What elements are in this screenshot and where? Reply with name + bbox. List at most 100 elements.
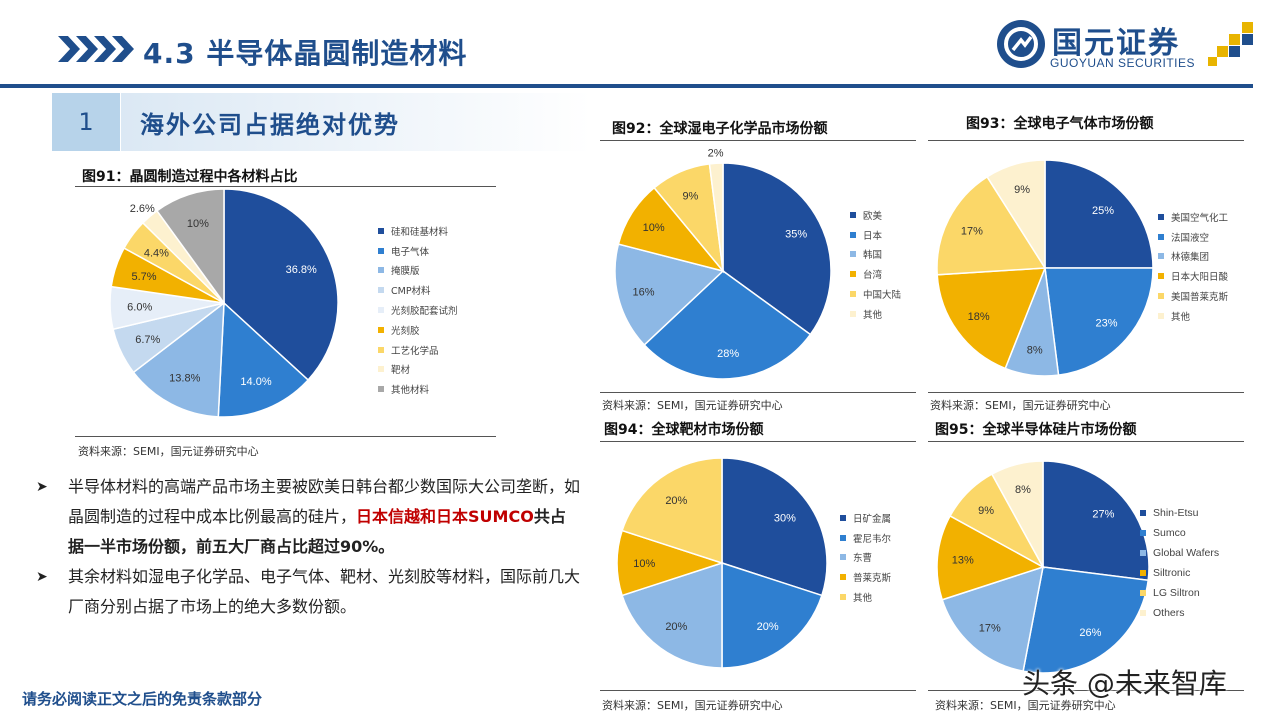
pie-slice-2 [721,561,823,669]
pie-data-label: 6.0% [127,302,152,314]
legend-item: Global Wafers [1140,543,1219,563]
pie-data-label: 17% [979,622,1001,634]
pie-slice-3 [614,243,725,346]
pie-data-label: 30% [774,512,796,524]
bullet-item: ➤ 其余材料如湿电子化学品、电子气体、靶材、光刻胶等材料，国际前几大厂商分别占据… [36,562,581,622]
pie-data-label: 10% [633,558,655,570]
fig91-bottom-rule [75,436,496,437]
pie-data-label: 13% [952,554,974,566]
pie-data-label: 18% [968,311,990,323]
legend-swatch [850,251,856,258]
fig91-legend: 硅和硅基材料 电子气体 掩膜版 CMP材料 光刻胶配套试剂 光刻胶 工艺化学品 靶材 其他材料 [378,221,458,399]
bullet-text: 半导体材料的高端产品市场主要被欧美日韩台都少数国际大公司垄断，如晶圆制造的过程中… [68,477,581,526]
legend-swatch [378,326,384,333]
fig95-title: 图95：全球半导体硅片市场份额 [935,422,1137,438]
legend-item: Others [1140,603,1219,623]
pie-slice-3 [941,565,1044,672]
pie-data-label: 5.7% [131,271,156,283]
legend-item: 台湾 [850,264,901,284]
pie-data-label: 25% [1092,205,1114,217]
watermark: 头条 @未来智库 [1022,667,1227,700]
legend-label: 光刻胶配套试剂 [391,306,458,318]
legend-item: 其他 [840,587,891,607]
bullet-highlight-bold: 共占据一半市场份额，前五大厂商占比超过90%。 [68,507,566,556]
header-rule [0,84,1253,88]
legend-swatch [378,247,384,254]
pie-data-label: 9% [682,191,698,203]
legend-swatch [840,554,846,561]
pie-slice-6 [990,460,1044,568]
legend-item: 日本大阳日酸 [1158,266,1228,286]
legend-item: LG Siltron [1140,583,1219,603]
legend-swatch [1140,510,1146,516]
legend-label: 硅和硅基材料 [391,226,449,238]
pie-data-label: 10% [187,218,209,230]
fig94-top-rule [600,441,916,442]
legend-label: 光刻胶 [391,325,420,337]
legend-item: 光刻胶配套试剂 [378,300,458,320]
pie-slice-1 [1042,460,1150,582]
legend-label: 其他 [853,593,873,605]
fig92-source: 资料来源：SEMI，国元证券研究中心 [602,399,783,412]
pie-data-label: 8% [1027,344,1043,356]
legend-label: 靶材 [391,365,411,377]
pie-slice-5 [621,457,723,565]
title-chevrons [58,36,134,62]
fig91-pie-chart: 36.8% 14.0% 13.8% 6.7% 6.0% 5.7% 4.4% 2.6% 10% [109,188,339,418]
fig95-bottom-rule [928,690,1244,691]
legend-swatch [1158,293,1164,300]
pie-data-label: 4.4% [144,248,169,260]
pie-data-label: 16% [632,286,654,298]
legend-label: 其他材料 [391,385,430,397]
pie-data-label: 9% [1014,184,1030,196]
pie-slice-2 [643,270,812,380]
legend-item: 硅和硅基材料 [378,221,458,241]
fig91-title: 图91：晶圆制造过程中各材料占比 [82,169,298,185]
pie-data-label: 17% [961,226,983,238]
pie-data-label: 9% [978,505,994,517]
pie-slice-1 [1044,159,1154,269]
legend-item: 美国空气化工 [1158,207,1228,227]
pie-slice-4 [936,267,1047,370]
legend-swatch [850,211,856,218]
legend-item: 林德集团 [1158,247,1228,267]
legend-swatch [1158,233,1164,240]
pie-slice-6 [708,162,724,272]
fig95-top-rule [928,441,1244,442]
legend-item: 中国大陆 [850,284,901,304]
pie-slice-1 [223,188,339,382]
legend-item: 其他材料 [378,379,458,399]
legend-swatch [850,310,856,317]
legend-label: Siltronic [1153,567,1191,579]
bullet-text: 其余材料如湿电子化学品、电子气体、靶材、光刻胶等材料，国际前几大厂商分别占据了市… [68,567,581,616]
pie-data-label: 14.0% [240,376,271,388]
legend-label: 其他 [863,309,883,321]
legend-label: 日矿金属 [853,513,892,525]
pie-slice-1 [722,162,832,336]
legend-swatch [1158,253,1164,260]
legend-item: 美国普莱克斯 [1158,286,1228,306]
legend-swatch [850,271,856,278]
pie-data-label: 27% [1092,509,1114,521]
legend-item: 光刻胶 [378,320,458,340]
pie-slice-1 [721,457,828,597]
pie-slice-3 [132,301,225,418]
legend-item: 霍尼韦尔 [840,528,891,548]
legend-swatch [840,534,846,541]
legend-swatch [378,267,384,274]
fig95-pie-chart: 27% 26% 17% 13% 9% 8% [936,460,1150,674]
legend-label: LG Siltron [1153,587,1200,599]
legend-swatch [378,287,384,294]
guoyuan-logo-icon [997,20,1045,68]
legend-label: 东曹 [853,553,873,565]
fig93-pie-chart: 25% 23% 8% 18% 17% 9% [936,159,1154,377]
fig93-legend: 美国空气化工 法国液空 林德集团 日本大阳日酸 美国普莱克斯 其他 [1158,207,1228,326]
legend-item: 靶材 [378,360,458,380]
logo-squares-icon [1208,22,1254,68]
fig93-source: 资料来源：SEMI，国元证券研究中心 [930,399,1111,412]
legend-item: 电子气体 [378,241,458,261]
legend-swatch [850,231,856,238]
legend-label: 掩膜版 [391,266,420,278]
fig94-source: 资料来源：SEMI，国元证券研究中心 [602,699,783,712]
bullet-highlight-red: 日本信越和日本SUMCO [356,507,534,526]
